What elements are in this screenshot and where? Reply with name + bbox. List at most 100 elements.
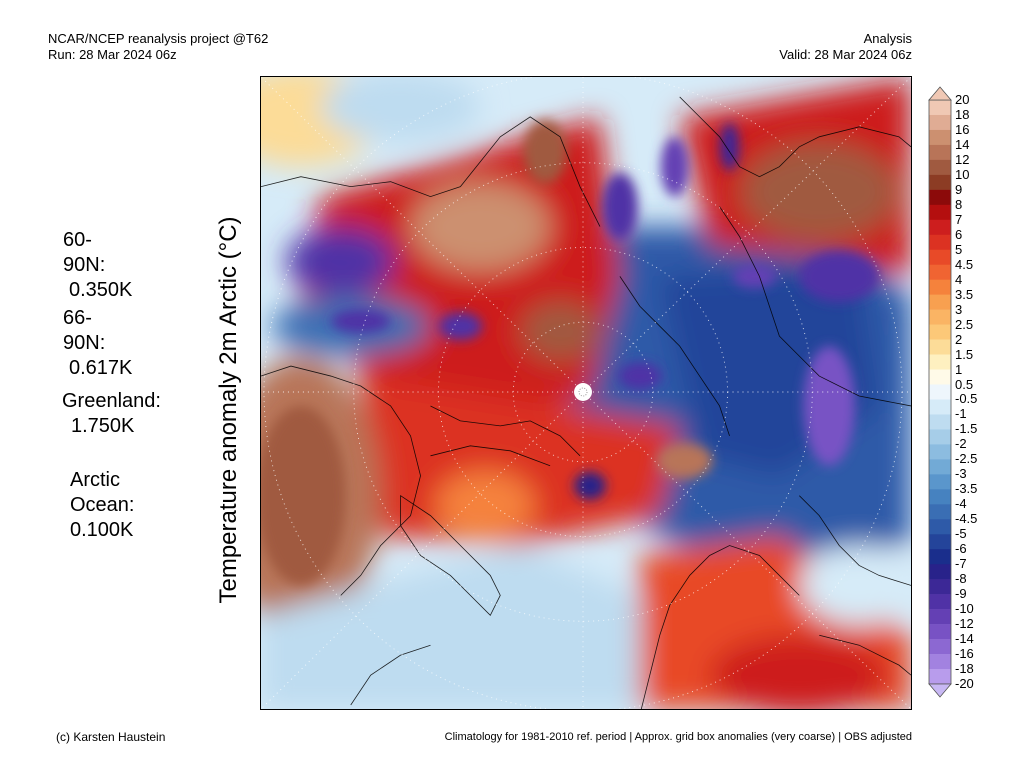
colorbar-cell [929, 159, 951, 176]
anomaly-field-detail [261, 119, 880, 586]
colorbar-tick-label: 18 [955, 106, 970, 122]
colorbar-tick-label: -8 [955, 571, 967, 587]
colorbar-cell [929, 279, 951, 295]
colorbar-tick-label: -20 [955, 676, 974, 691]
colorbar-tick-label: 1 [955, 361, 963, 377]
north-pole-marker [574, 383, 592, 401]
stat-label-2: Ocean: [70, 494, 135, 516]
colorbar-tick-label: 2 [955, 331, 963, 347]
stat-value: 0.100K [70, 519, 134, 541]
colorbar-tick-label: -1 [955, 406, 967, 422]
colorbar-tick-label: -2 [955, 436, 967, 452]
colorbar-cell [929, 309, 951, 325]
coastlines [261, 96, 911, 709]
colorbar [928, 86, 952, 698]
colorbar-tick-label: -14 [955, 631, 974, 647]
header-left: NCAR/NCEP reanalysis project @T62 Run: 2… [48, 31, 268, 63]
colorbar-cell [929, 534, 951, 550]
map-title-vertical: Temperature anomaly 2m Arctic (°C) [215, 216, 242, 604]
colorbar-tick-label: -12 [955, 616, 974, 632]
colorbar-cell [929, 354, 951, 370]
stat-greenland: Greenland: 1.750K [62, 389, 161, 439]
colorbar-tick-label: 3.5 [955, 286, 974, 302]
colorbar-cell [929, 219, 951, 236]
colorbar-cell [929, 369, 951, 385]
stat-value: 1.750K [71, 415, 135, 437]
colorbar-cell [929, 144, 951, 161]
colorbar-tick-label: 10 [955, 166, 970, 182]
colorbar-cell [929, 204, 951, 221]
colorbar-tick-label: 5 [955, 241, 963, 257]
colorbar-tick-label: -1.5 [955, 421, 978, 437]
copyright: (c) Karsten Haustein [56, 730, 166, 744]
colorbar-cell [929, 444, 951, 460]
colorbar-cell [929, 519, 951, 535]
colorbar-cell [929, 264, 951, 280]
colorbar-cell [929, 459, 951, 475]
colorbar-tick-label: -3.5 [955, 481, 978, 497]
colorbar-tick-label: -5 [955, 526, 967, 542]
colorbar-cell [929, 579, 951, 595]
colorbar-cell [929, 429, 951, 445]
colorbar-tick-label: 14 [955, 136, 970, 152]
colorbar-cell [929, 384, 951, 400]
colorbar-cell [929, 174, 951, 191]
colorbar-tick-label: -10 [955, 601, 974, 617]
colorbar-cell [929, 489, 951, 505]
colorbar-cell [929, 669, 951, 685]
colorbar-tick-label: -4 [955, 496, 967, 512]
stat-arctic-ocean: Arctic Ocean: 0.100K [70, 468, 134, 543]
colorbar-tick-label: 6 [955, 226, 963, 242]
colorbar-cell [929, 399, 951, 415]
colorbar-tick-label: 8 [955, 196, 963, 212]
colorbar-tick-label: 20 [955, 92, 970, 107]
colorbar-cell [929, 339, 951, 355]
colorbar-tick-label: -3 [955, 466, 967, 482]
colorbar-cell [929, 114, 951, 131]
colorbar-tick-label: 4 [955, 271, 963, 287]
colorbar-cell [929, 414, 951, 430]
colorbar-tick-label: -18 [955, 661, 974, 677]
colorbar-cell [929, 504, 951, 520]
colorbar-tick-label: 7 [955, 211, 963, 227]
stat-label: 66-90N: [63, 307, 106, 354]
colorbar-tick-label: -9 [955, 586, 967, 602]
colorbar-cell [929, 654, 951, 670]
colorbar-tick-label: -6 [955, 541, 967, 557]
run-time: Run: 28 Mar 2024 06z [48, 47, 177, 62]
footer-note: Climatology for 1981-2010 ref. period | … [444, 731, 912, 743]
colorbar-tick-label: -4.5 [955, 511, 978, 527]
colorbar-tick-label: -2.5 [955, 451, 978, 467]
colorbar-cell [929, 324, 951, 340]
colorbar-cell [929, 189, 951, 206]
analysis-label: Analysis [863, 31, 912, 46]
colorbar-tick-label: 16 [955, 121, 970, 137]
stat-label: 60-90N: [63, 229, 106, 276]
header-right: Analysis Valid: 28 Mar 2024 06z [779, 31, 912, 63]
colorbar-tick-label: -16 [955, 646, 974, 662]
stat-60-90n: 60-90N: 0.350K [63, 228, 132, 303]
colorbar-tick-label: 4.5 [955, 256, 974, 272]
colorbar-cell [929, 294, 951, 310]
colorbar-cell [929, 249, 951, 266]
colorbar-top-arrow [928, 86, 952, 101]
colorbar-tick-label: 1.5 [955, 346, 974, 362]
colorbar-cell [929, 234, 951, 251]
stat-66-90n: 66-90N: 0.617K [63, 306, 132, 381]
colorbar-cell [929, 474, 951, 490]
colorbar-cell [929, 609, 951, 625]
model-title: NCAR/NCEP reanalysis project @T62 [48, 31, 269, 46]
colorbar-tick-label: 3 [955, 301, 963, 317]
colorbar-tick-label: 12 [955, 151, 970, 167]
colorbar-cell [929, 549, 951, 565]
stat-label: Greenland: [62, 390, 161, 412]
colorbar-cell [929, 594, 951, 610]
colorbar-tick-label: 9 [955, 181, 963, 197]
colorbar-bottom-arrow [928, 683, 952, 698]
colorbar-cell [929, 100, 951, 116]
stat-value: 0.350K [69, 279, 133, 301]
stat-label: Arctic [70, 469, 120, 491]
colorbar-tick-label: -0.5 [955, 391, 978, 407]
colorbar-cell [929, 564, 951, 580]
valid-time: Valid: 28 Mar 2024 06z [779, 47, 912, 62]
